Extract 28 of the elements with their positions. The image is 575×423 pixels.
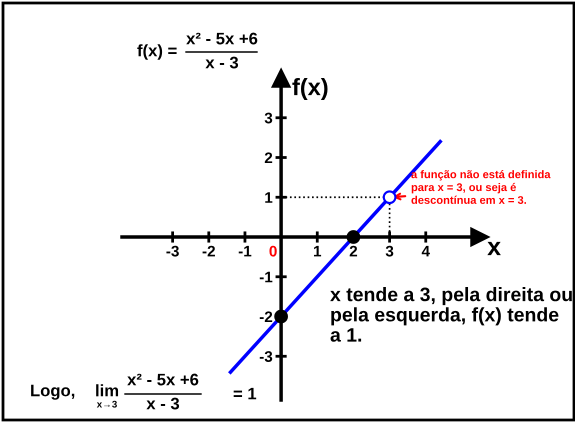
x-tick-label: -3: [166, 246, 179, 257]
x-tick-label: 4: [422, 246, 430, 256]
text: x - 3: [205, 56, 238, 68]
x-tick-label: 2: [350, 246, 358, 256]
y-tick-label: -3: [260, 351, 272, 362]
x-tick-label: 0: [269, 246, 277, 257]
x-tick-label: -2: [202, 246, 215, 256]
y-tick-label: 3: [264, 112, 272, 124]
text: f(x) =: [137, 44, 177, 60]
text: lim: [96, 384, 118, 396]
annotation: = 1: [234, 388, 256, 400]
x-tick-label: -1: [238, 246, 252, 256]
point: [382, 190, 396, 204]
y-axis-title: f(x): [292, 78, 328, 100]
x-tick-label: 3: [386, 246, 394, 257]
x-tick-label: 1: [314, 246, 322, 256]
annotation: x² - 5x +6: [127, 374, 198, 386]
y-tick-label: -2: [260, 311, 272, 322]
annotation: x tende a 3, pela direita ou pela esquerda, f(x) tende a 1.: [330, 287, 572, 342]
annotation: a função não está definida para x = 3, ou seja é descontínua em x = 3.: [411, 170, 551, 204]
y-tick-label: 1: [265, 192, 272, 203]
y-tick-label: 2: [264, 152, 272, 164]
text: x² - 5x +6: [186, 32, 258, 44]
text: x→3: [96, 400, 117, 408]
x-axis-title: x: [487, 242, 501, 256]
text: Logo,: [31, 384, 74, 400]
annotation: x - 3: [146, 398, 180, 410]
y-tick-label: -1: [260, 272, 272, 282]
